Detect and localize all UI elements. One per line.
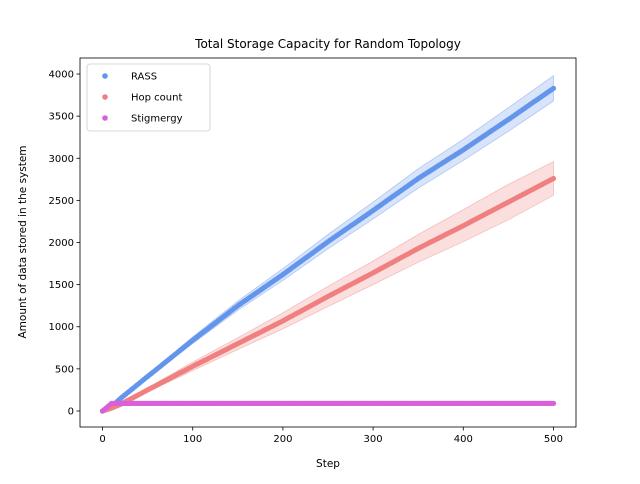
y-tick-label: 500 [55, 364, 74, 375]
legend-label-rass: RASS [131, 72, 157, 83]
hop-count-series [99, 175, 557, 414]
y-tick-label: 1500 [49, 280, 74, 291]
data-point [550, 175, 557, 182]
y-tick-label: 3000 [49, 154, 74, 165]
x-tick-label: 100 [183, 434, 202, 445]
y-axis-ticks: 0 500 1000 1500 2000 2500 3000 3500 4000 [49, 70, 80, 417]
legend-marker-hop-count [102, 94, 108, 100]
y-tick-label: 1000 [49, 322, 74, 333]
data-points [99, 85, 557, 414]
legend-marker-stigmergy [102, 115, 108, 121]
stigmergy-series [99, 400, 557, 414]
x-tick-label: 0 [99, 434, 105, 445]
y-tick-label: 2000 [49, 238, 74, 249]
y-tick-label: 3500 [49, 112, 74, 123]
y-tick-label: 0 [68, 406, 74, 417]
legend-marker-rass [102, 73, 108, 79]
legend-box [86, 63, 211, 132]
data-point [550, 400, 557, 406]
data-point [550, 85, 557, 91]
x-tick-label: 200 [273, 434, 292, 445]
x-tick-label: 500 [544, 434, 563, 445]
x-axis-label: Step [316, 458, 340, 470]
y-tick-label: 4000 [49, 70, 74, 81]
x-axis-ticks: 0 100 200 300 400 500 [99, 427, 563, 445]
legend: RASS Hop count Stigmergy [86, 63, 211, 132]
legend-label-hop-count: Hop count [131, 93, 182, 104]
y-tick-label: 2500 [49, 196, 74, 207]
chart-title: Total Storage Capacity for Random Topolo… [194, 37, 461, 51]
x-tick-label: 300 [364, 434, 383, 445]
x-tick-label: 400 [454, 434, 473, 445]
legend-label-stigmergy: Stigmergy [131, 114, 183, 125]
y-axis-label: Amount of data stored in the system [17, 145, 29, 338]
